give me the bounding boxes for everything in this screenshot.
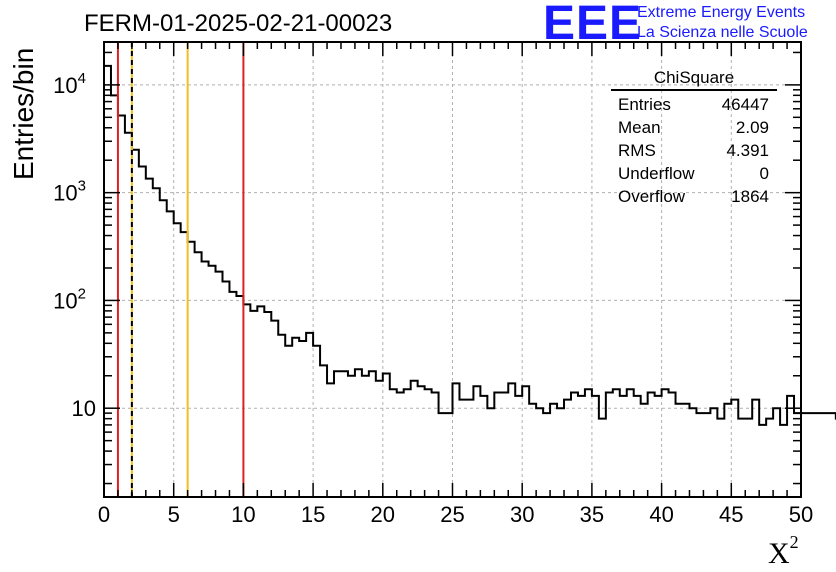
y-axis-label: Entries/bin [8,47,39,180]
stats-label: Mean [618,118,661,137]
stats-label: Overflow [618,187,686,206]
stats-row: Entries 46447 [611,93,777,116]
x-tick-label: 20 [371,502,395,527]
x-tick-label: 5 [168,502,180,527]
x-tick-label: 40 [649,502,673,527]
stats-value: 46447 [721,95,769,114]
stats-label: RMS [618,141,656,160]
stats-row: RMS 4.391 [611,139,777,162]
y-tick-label: 10 [72,396,96,421]
stats-label: Underflow [618,164,695,183]
stats-value: 1864 [731,187,769,206]
x-tick-label: 30 [510,502,534,527]
stats-label: Entries [618,95,671,114]
brand-line-1: Extreme Energy Events [637,4,806,21]
stats-row: Mean 2.09 [611,116,777,139]
histogram-series [103,64,836,497]
x-tick-label: 50 [789,502,813,527]
x-tick-label: 0 [98,502,110,527]
stats-value: 0 [759,164,769,183]
y-tick-label: 104 [53,70,86,98]
stats-row: Overflow 1864 [611,185,777,208]
x-tick-label: 10 [231,502,255,527]
y-tick-label: 102 [53,285,86,313]
x-tick-label: 35 [580,502,604,527]
stats-title: ChiSquare [611,68,777,91]
x-tick-label: 15 [301,502,325,527]
x-axis-label: X2 [768,532,799,570]
stats-value: 2.09 [735,118,769,137]
y-tick-label: 103 [53,178,86,206]
brand-line-2: La Scienza nelle Scuole [637,24,808,41]
stats-value: 4.391 [726,141,769,160]
stats-box: ChiSquare Entries 46447 Mean 2.09 RMS 4.… [611,68,777,208]
run-title: FERM-01-2025-02-21-00023 [84,10,393,37]
stats-row: Underflow 0 [611,162,777,185]
x-tick-label: 25 [440,502,464,527]
x-tick-label: 45 [719,502,743,527]
